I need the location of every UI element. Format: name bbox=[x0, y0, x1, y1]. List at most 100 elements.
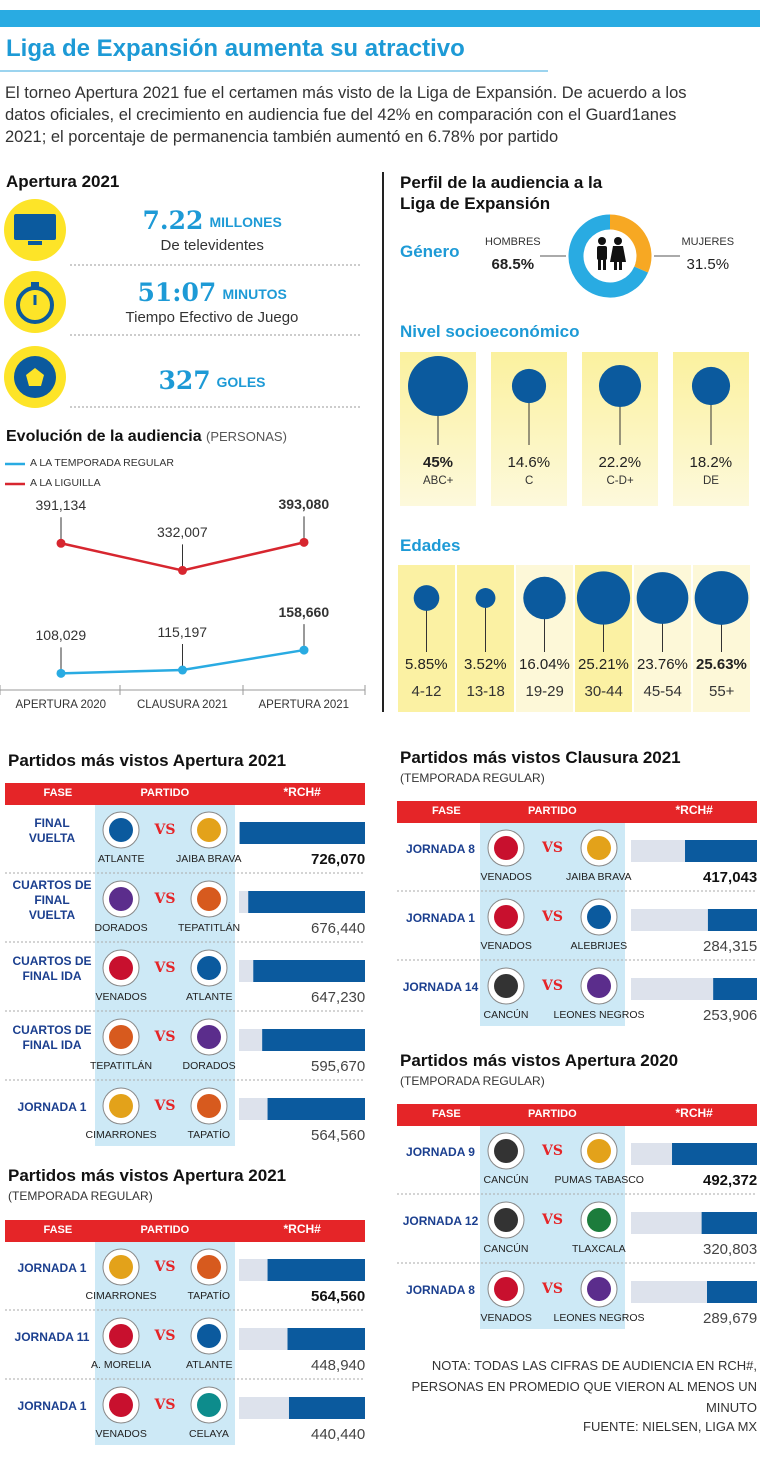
category-label: 55+ bbox=[709, 683, 735, 700]
data-label: 320,803 bbox=[703, 1241, 758, 1258]
team-logo-core bbox=[197, 887, 221, 911]
phase-label: JORNADA 1 bbox=[17, 1398, 87, 1413]
point bbox=[56, 538, 66, 548]
bubble bbox=[475, 588, 496, 608]
note: NOTA: TODAS LAS CIFRAS DE AUDIENCIA EN R… bbox=[411, 1358, 757, 1415]
team-name: JAIBA BRAVA bbox=[176, 853, 242, 865]
bar bbox=[713, 978, 757, 1000]
phase-label: JORNADA 8 bbox=[406, 841, 475, 856]
point bbox=[299, 537, 309, 547]
bar bbox=[239, 822, 365, 844]
bubble bbox=[576, 571, 631, 625]
category-label: C-D+ bbox=[606, 475, 634, 487]
table-header bbox=[5, 1220, 365, 1242]
phase-label: JORNADA 8 bbox=[406, 1282, 475, 1297]
team-name: TAPATÍO bbox=[187, 1129, 231, 1141]
team-name: VENADOS bbox=[95, 991, 147, 1003]
vs-label: VS bbox=[154, 1029, 176, 1045]
team-name: CELAYA bbox=[189, 1428, 229, 1440]
phase-label: JORNADA 1 bbox=[406, 910, 475, 925]
chart-title: Género bbox=[400, 242, 460, 261]
legend-label: MUJERES bbox=[681, 236, 735, 248]
data-label: 23.76% bbox=[637, 656, 688, 673]
data-label: 492,372 bbox=[703, 1172, 758, 1189]
data-label: 440,440 bbox=[311, 1426, 366, 1443]
data-label: 18.2% bbox=[689, 454, 733, 471]
team-logo-core bbox=[587, 836, 611, 860]
point bbox=[178, 665, 187, 675]
source: FUENTE: NIELSEN, LIGA MX bbox=[583, 1419, 758, 1434]
column-header: FASE bbox=[43, 1224, 73, 1236]
team-name: VENADOS bbox=[480, 940, 532, 952]
data-label: 647,230 bbox=[311, 989, 366, 1006]
category-label: 4-12 bbox=[411, 683, 442, 700]
bubble bbox=[694, 571, 749, 625]
team-logo-core bbox=[197, 1324, 221, 1348]
team-logo-core bbox=[494, 905, 518, 929]
data-label: 726,070 bbox=[311, 851, 366, 868]
bubble bbox=[636, 572, 689, 624]
column-header: PARTIDO bbox=[140, 1224, 190, 1236]
x-tick-label: APERTURA 2020 bbox=[15, 699, 107, 711]
chart-title: Edades bbox=[400, 536, 461, 555]
team-name: CANCÚN bbox=[483, 1243, 529, 1255]
vs-label: VS bbox=[154, 891, 176, 907]
donut-slice bbox=[609, 214, 652, 273]
table-subtitle: (TEMPORADA REGULAR) bbox=[400, 1074, 545, 1088]
phase-label: JORNADA 14 bbox=[402, 979, 479, 994]
team-name: ATLANTE bbox=[98, 853, 145, 865]
vs-label: VS bbox=[154, 1259, 176, 1275]
data-label: 595,670 bbox=[311, 1058, 366, 1075]
stat-unit: MINUTOS bbox=[222, 286, 287, 302]
phase-label: JORNADA 1 bbox=[17, 1099, 87, 1114]
donut-slice bbox=[568, 214, 649, 298]
team-name: ALEBRIJES bbox=[570, 940, 628, 952]
team-logo-core bbox=[109, 1393, 133, 1417]
team-name: DORADOS bbox=[94, 922, 148, 934]
column-header: *RCH# bbox=[675, 1106, 713, 1120]
x-tick-label: APERTURA 2021 bbox=[258, 699, 350, 711]
vs-label: VS bbox=[542, 909, 563, 925]
data-label: 3.52% bbox=[464, 656, 507, 673]
team-name: PUMAS TABASCO bbox=[554, 1174, 644, 1186]
section-title: Apertura 2021 bbox=[6, 172, 120, 191]
table-title: Partidos más vistos Apertura 2021 bbox=[8, 1166, 287, 1185]
team-name: CIMARRONES bbox=[85, 1290, 157, 1302]
team-name: LEONES NEGROS bbox=[553, 1009, 645, 1021]
data-label: 448,940 bbox=[311, 1357, 366, 1374]
bar bbox=[707, 909, 757, 931]
team-logo-core bbox=[494, 1139, 518, 1163]
ball-icon bbox=[4, 346, 66, 408]
team-logo-core bbox=[197, 818, 221, 842]
column-header: PARTIDO bbox=[528, 805, 577, 817]
team-name: CANCÚN bbox=[483, 1009, 529, 1021]
team-logo-core bbox=[197, 1393, 221, 1417]
column-header: PARTIDO bbox=[528, 1108, 577, 1120]
tv-icon bbox=[4, 199, 66, 261]
bubble bbox=[413, 585, 440, 611]
data-label: 391,134 bbox=[35, 497, 87, 514]
data-label: 14.6% bbox=[507, 454, 551, 471]
team-name: TEPATITLÁN bbox=[90, 1060, 153, 1072]
team-logo-core bbox=[494, 836, 518, 860]
stat-value: 51:07 bbox=[137, 278, 217, 307]
vs-label: VS bbox=[542, 1212, 563, 1228]
team-name: JAIBA BRAVA bbox=[566, 871, 632, 883]
page-title: Liga de Expansión aumenta su atractivo bbox=[6, 35, 465, 62]
team-logo-core bbox=[197, 956, 221, 980]
category-label: ABC+ bbox=[423, 475, 454, 487]
team-logo-core bbox=[109, 1255, 133, 1279]
team-logo-core bbox=[587, 905, 611, 929]
section-title: Perfil de la audiencia a la Liga de Expa… bbox=[400, 173, 603, 213]
data-label: 158,660 bbox=[278, 604, 330, 621]
stat-label: Tiempo Efectivo de Juego bbox=[125, 309, 299, 326]
table-title: Partidos más vistos Apertura 2021 bbox=[8, 751, 287, 770]
data-label: 676,440 bbox=[311, 920, 366, 937]
stopwatch-icon bbox=[4, 271, 66, 333]
team-logo-core bbox=[587, 1208, 611, 1232]
column-header: FASE bbox=[432, 1108, 461, 1120]
data-label: 25.21% bbox=[578, 656, 629, 673]
bar bbox=[672, 1143, 757, 1165]
phase-label: CUARTOS DE FINAL IDA bbox=[12, 1023, 92, 1052]
